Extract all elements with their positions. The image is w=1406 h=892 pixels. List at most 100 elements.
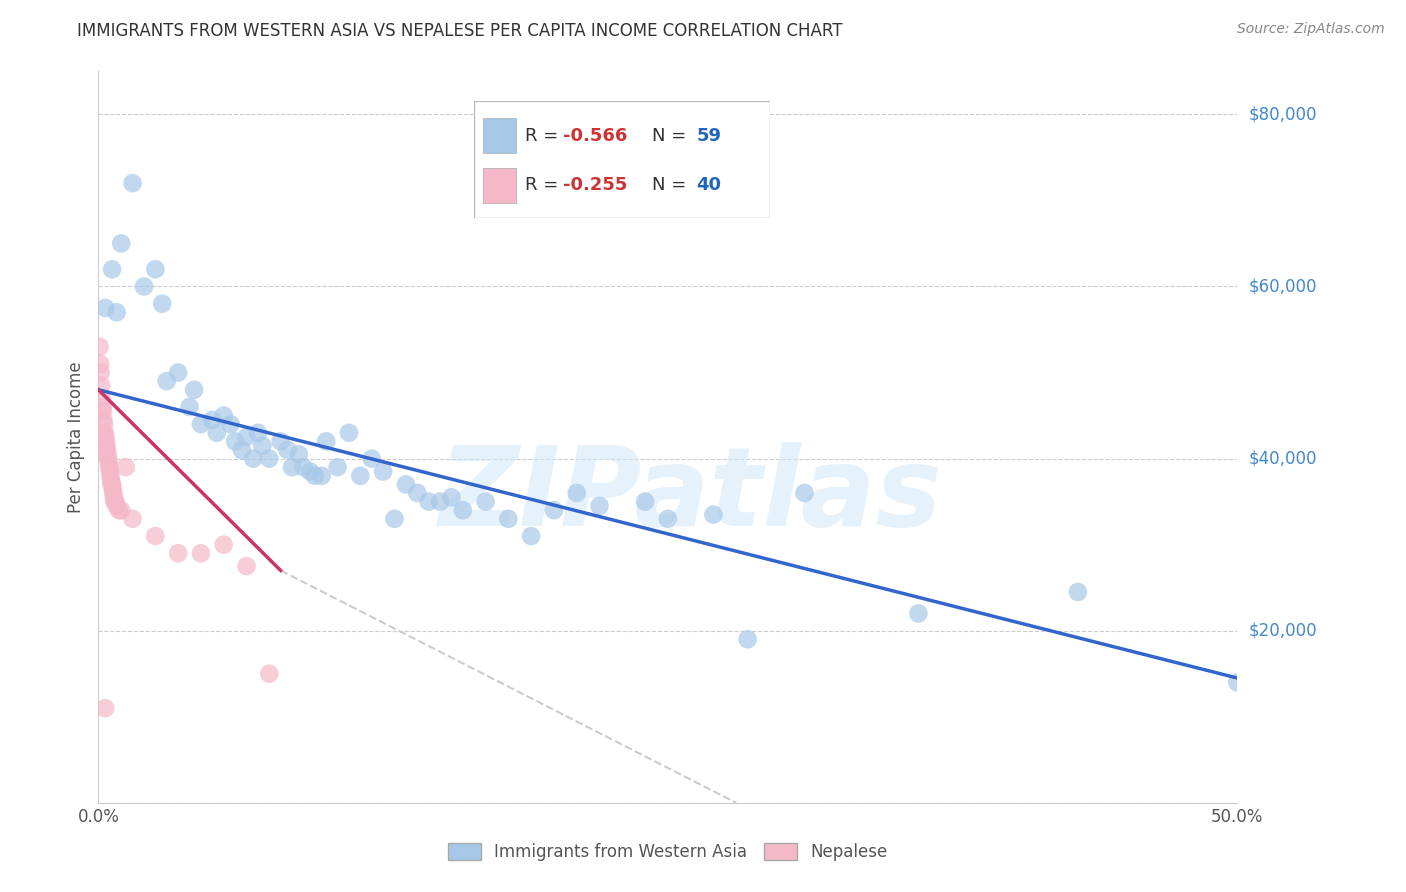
Point xyxy=(91,404,114,418)
Point xyxy=(281,460,304,475)
Point xyxy=(543,503,565,517)
Point xyxy=(94,430,117,444)
Point xyxy=(326,460,349,475)
Point xyxy=(93,417,115,432)
Point xyxy=(737,632,759,647)
Point xyxy=(270,434,292,449)
Point xyxy=(183,383,205,397)
Point xyxy=(94,434,117,449)
Point xyxy=(121,176,143,190)
Legend: Immigrants from Western Asia, Nepalese: Immigrants from Western Asia, Nepalese xyxy=(441,836,894,868)
Point xyxy=(219,417,242,432)
Point xyxy=(349,468,371,483)
Point xyxy=(145,262,167,277)
Point xyxy=(634,494,657,508)
Point xyxy=(101,477,124,491)
Point xyxy=(315,434,337,449)
Point xyxy=(259,451,281,466)
Point xyxy=(190,546,212,560)
Point xyxy=(702,508,724,522)
Text: Source: ZipAtlas.com: Source: ZipAtlas.com xyxy=(1237,22,1385,37)
Point xyxy=(145,529,167,543)
Point xyxy=(259,666,281,681)
Point xyxy=(304,468,326,483)
Text: $20,000: $20,000 xyxy=(1249,622,1317,640)
Point xyxy=(1226,675,1249,690)
Point xyxy=(98,465,121,479)
Text: ZIPatlas: ZIPatlas xyxy=(439,442,942,549)
Point xyxy=(337,425,360,440)
Point xyxy=(96,447,118,461)
Point xyxy=(242,451,264,466)
Text: $80,000: $80,000 xyxy=(1249,105,1317,123)
Point xyxy=(104,494,127,508)
Point xyxy=(90,366,112,380)
Text: $60,000: $60,000 xyxy=(1249,277,1317,295)
Point xyxy=(205,425,228,440)
Point xyxy=(474,494,496,508)
Point xyxy=(89,340,111,354)
Point xyxy=(276,442,298,457)
Point xyxy=(1067,585,1090,599)
Point xyxy=(451,503,474,517)
Point xyxy=(440,491,463,505)
Point xyxy=(121,512,143,526)
Point xyxy=(97,456,120,470)
Point xyxy=(105,499,128,513)
Point xyxy=(179,400,201,414)
Point xyxy=(311,468,333,483)
Point xyxy=(150,296,173,310)
Point xyxy=(201,413,224,427)
Point xyxy=(105,305,128,319)
Point xyxy=(212,409,235,423)
Point xyxy=(429,494,451,508)
Point xyxy=(100,468,122,483)
Point xyxy=(167,546,190,560)
Point xyxy=(110,503,132,517)
Point xyxy=(212,538,235,552)
Point xyxy=(100,473,122,487)
Point xyxy=(406,486,429,500)
Point xyxy=(565,486,588,500)
Point xyxy=(657,512,679,526)
Point xyxy=(224,434,246,449)
Point xyxy=(907,607,929,621)
Point xyxy=(418,494,440,508)
Point xyxy=(588,499,610,513)
Point xyxy=(190,417,212,432)
Point xyxy=(103,491,125,505)
Point xyxy=(235,430,257,444)
Point xyxy=(110,236,132,251)
Point xyxy=(90,378,112,392)
Point xyxy=(384,512,406,526)
Point xyxy=(108,503,131,517)
Point xyxy=(235,559,257,574)
Point xyxy=(395,477,418,491)
Point xyxy=(498,512,520,526)
Point xyxy=(292,460,315,475)
Text: IMMIGRANTS FROM WESTERN ASIA VS NEPALESE PER CAPITA INCOME CORRELATION CHART: IMMIGRANTS FROM WESTERN ASIA VS NEPALESE… xyxy=(77,22,842,40)
Point xyxy=(90,392,112,406)
Point xyxy=(101,262,124,277)
Point xyxy=(103,486,125,500)
Text: $40,000: $40,000 xyxy=(1249,450,1317,467)
Point xyxy=(94,301,117,315)
Point xyxy=(520,529,543,543)
Point xyxy=(103,494,125,508)
Point xyxy=(252,439,274,453)
Point xyxy=(114,460,136,475)
Point xyxy=(371,465,394,479)
Point xyxy=(96,439,118,453)
Point xyxy=(793,486,815,500)
Point xyxy=(91,400,114,414)
Point xyxy=(246,425,269,440)
Point xyxy=(94,701,117,715)
Point xyxy=(167,366,190,380)
Point xyxy=(100,477,122,491)
Point xyxy=(299,465,322,479)
Point xyxy=(89,357,111,371)
Point xyxy=(93,413,115,427)
Point xyxy=(156,374,179,388)
Point xyxy=(94,425,117,440)
Point xyxy=(101,482,124,496)
